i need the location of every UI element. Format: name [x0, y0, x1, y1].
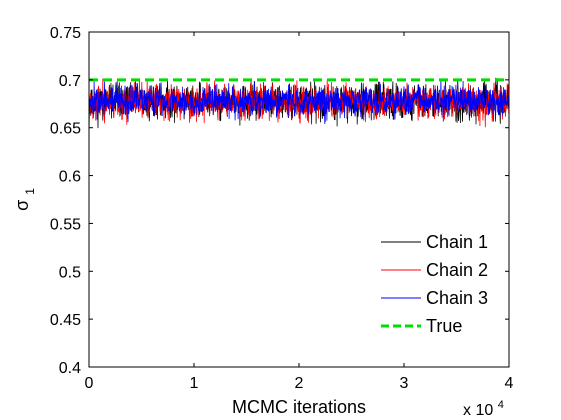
x-axis-label: MCMC iterations [232, 397, 366, 417]
series-line [88, 79, 510, 138]
y-tick-label: 0.55 [50, 216, 81, 233]
y-tick-label: 0.7 [59, 73, 81, 90]
legend-label: Chain 1 [426, 232, 488, 252]
y-axis-label: σ 1 [12, 188, 37, 211]
y-tick-label: 0.65 [50, 121, 81, 138]
y-tick-label: 0.5 [59, 264, 81, 281]
y-tick-label: 0.75 [50, 25, 81, 42]
legend-label: True [426, 316, 462, 336]
y-tick-label: 0.45 [50, 312, 81, 329]
x-tick-label: 2 [295, 375, 304, 392]
y-axis-label-subscript: 1 [23, 188, 37, 195]
x-axis-multiplier: x 10 4 [463, 399, 504, 419]
x-tick-label: 1 [190, 375, 199, 392]
x-axis-multiplier-base: x 10 [463, 402, 493, 419]
y-axis-label-symbol: σ [12, 200, 32, 211]
x-axis-multiplier-exponent: 4 [498, 399, 504, 411]
axis-ticks: 0 1 2 3 4 0.4 0.45 0.5 0.55 0.6 0.65 0.7 0.75 [50, 25, 514, 392]
legend: Chain 1 Chain 2 Chain 3 True [381, 232, 488, 336]
x-tick-label: 0 [85, 375, 94, 392]
y-tick-label: 0.4 [59, 360, 81, 377]
legend-label: Chain 2 [426, 260, 488, 280]
trace-lines [88, 77, 510, 138]
y-tick-label: 0.6 [59, 169, 81, 186]
x-tick-label: 4 [505, 375, 514, 392]
x-tick-label: 3 [400, 375, 409, 392]
legend-label: Chain 3 [426, 288, 488, 308]
